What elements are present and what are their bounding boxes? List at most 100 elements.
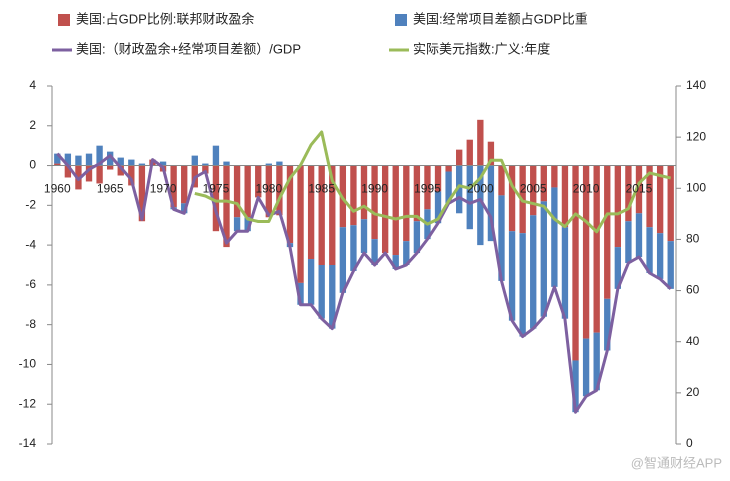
legend-label: 美国:占GDP比例:联邦财政盈余 (76, 11, 254, 26)
bar (604, 165, 611, 299)
bar (255, 165, 262, 198)
bar (350, 225, 357, 271)
bar (85, 153, 93, 166)
bar (128, 159, 135, 166)
x-tick-label: 1990 (361, 182, 388, 196)
x-tick-label: 2005 (520, 182, 547, 196)
bar (614, 247, 622, 289)
bar (614, 165, 622, 248)
bar (508, 165, 516, 232)
bar (202, 163, 209, 166)
x-tick-label: 1985 (308, 182, 335, 196)
bar (392, 165, 399, 256)
bar (540, 165, 547, 202)
bar (625, 165, 632, 222)
bar (191, 155, 198, 166)
bar (635, 213, 643, 258)
bar (572, 165, 579, 361)
bar (487, 141, 495, 166)
bar (181, 165, 188, 204)
bar (445, 165, 452, 172)
bar (392, 255, 399, 269)
legend-swatch (395, 14, 407, 26)
bar (413, 165, 421, 222)
x-tick-label: 2015 (626, 182, 653, 196)
y-tick-label: 4 (29, 78, 36, 92)
bar (212, 165, 220, 232)
bar (75, 155, 82, 166)
bar (360, 219, 368, 254)
bar (350, 165, 357, 226)
bar (456, 165, 463, 214)
x-tick-label: 1980 (255, 182, 282, 196)
bar (466, 165, 473, 230)
bar (477, 165, 484, 246)
bar (96, 145, 103, 166)
x-tick-label: 1960 (44, 182, 71, 196)
bar (456, 149, 463, 166)
bar (403, 165, 410, 242)
x-tick-label: 1965 (97, 182, 124, 196)
bar (318, 165, 325, 265)
y2-tick-label: 20 (686, 385, 700, 399)
bar (540, 201, 547, 317)
bar (265, 165, 272, 218)
bar (85, 165, 93, 182)
bar (64, 165, 72, 178)
bar (551, 165, 558, 188)
y-tick-label: -6 (25, 277, 36, 291)
bar (381, 165, 389, 254)
bar (297, 282, 304, 305)
bar (445, 171, 452, 204)
bar (561, 227, 569, 319)
bar (572, 360, 579, 413)
y-tick-label: -14 (19, 436, 37, 450)
line (194, 130, 672, 234)
bar (54, 153, 61, 164)
bar (329, 265, 336, 329)
bar (530, 215, 537, 329)
bar (360, 165, 368, 220)
bar (276, 165, 283, 216)
watermark: @智通财经APP (631, 455, 722, 470)
bar (604, 298, 611, 351)
y2-tick-label: 140 (686, 78, 706, 92)
legend-swatch (58, 14, 70, 26)
bar (561, 165, 569, 228)
bar (96, 165, 103, 184)
y-tick-label: -4 (25, 237, 36, 251)
y-tick-label: 0 (29, 158, 36, 172)
bar (403, 241, 410, 265)
bar (508, 231, 516, 321)
bar (307, 259, 315, 305)
y2-tick-label: 80 (686, 232, 700, 246)
bar (424, 165, 431, 210)
bar (582, 165, 590, 339)
bar (593, 165, 600, 333)
bar (667, 165, 674, 242)
legend-label: 美国:经常项目差额占GDP比重 (413, 11, 588, 26)
bar (159, 161, 167, 166)
y-tick-label: -2 (25, 198, 36, 212)
bar (233, 217, 241, 232)
bar (223, 161, 230, 166)
line (56, 152, 672, 414)
bar (202, 165, 209, 174)
bar (297, 165, 304, 283)
bar (54, 163, 61, 166)
bar (286, 165, 294, 244)
bar (593, 332, 600, 391)
y-tick-label: 2 (29, 118, 36, 132)
bar (656, 233, 664, 279)
y2-tick-label: 0 (686, 436, 693, 450)
bar (551, 187, 558, 287)
bar (646, 165, 653, 228)
bar (339, 227, 347, 293)
bar (466, 139, 473, 166)
bar (434, 191, 442, 224)
y2-tick-label: 120 (686, 129, 706, 143)
bar (329, 165, 336, 265)
bar (244, 165, 251, 218)
y-tick-label: -12 (19, 396, 37, 410)
bar (646, 227, 653, 273)
